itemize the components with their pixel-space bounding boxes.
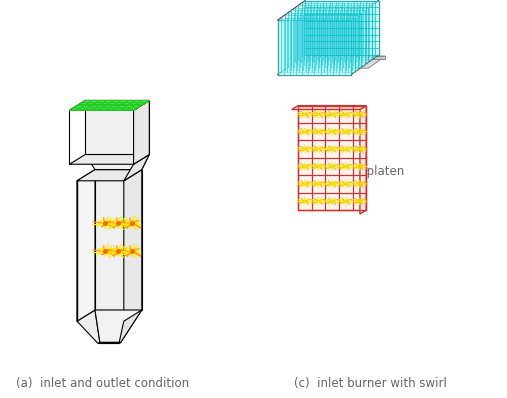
- Polygon shape: [72, 107, 82, 109]
- Polygon shape: [87, 102, 97, 104]
- Polygon shape: [123, 102, 132, 104]
- Polygon shape: [288, 56, 385, 68]
- Polygon shape: [122, 107, 132, 109]
- Polygon shape: [134, 104, 144, 105]
- Polygon shape: [132, 105, 141, 107]
- Polygon shape: [107, 107, 118, 109]
- Polygon shape: [105, 109, 115, 110]
- Polygon shape: [85, 100, 150, 154]
- Polygon shape: [85, 104, 94, 105]
- Polygon shape: [96, 105, 106, 107]
- Polygon shape: [69, 109, 79, 110]
- Polygon shape: [91, 109, 100, 110]
- Polygon shape: [89, 105, 99, 107]
- Polygon shape: [75, 105, 85, 107]
- Polygon shape: [86, 107, 96, 109]
- Polygon shape: [97, 100, 106, 102]
- Polygon shape: [124, 170, 142, 321]
- Polygon shape: [77, 170, 95, 321]
- Polygon shape: [129, 107, 139, 109]
- Polygon shape: [132, 100, 142, 102]
- Polygon shape: [284, 15, 358, 70]
- Polygon shape: [77, 310, 100, 343]
- Polygon shape: [95, 310, 142, 342]
- Polygon shape: [98, 109, 107, 110]
- Polygon shape: [90, 100, 99, 102]
- Polygon shape: [100, 107, 111, 109]
- Polygon shape: [113, 104, 123, 105]
- Polygon shape: [94, 102, 104, 104]
- Polygon shape: [305, 1, 379, 55]
- Polygon shape: [111, 100, 121, 102]
- Text: (c)  inlet burner with swirl: (c) inlet burner with swirl: [294, 377, 447, 390]
- Polygon shape: [84, 109, 93, 110]
- Polygon shape: [118, 100, 128, 102]
- Polygon shape: [360, 105, 366, 214]
- Polygon shape: [93, 107, 103, 109]
- Polygon shape: [108, 102, 118, 104]
- Polygon shape: [83, 100, 92, 102]
- Polygon shape: [292, 105, 366, 109]
- Polygon shape: [125, 100, 135, 102]
- Polygon shape: [127, 104, 137, 105]
- Polygon shape: [295, 8, 368, 62]
- Polygon shape: [98, 342, 121, 343]
- Polygon shape: [85, 154, 150, 170]
- Polygon shape: [101, 102, 111, 104]
- Text: (a)  inlet and outlet condition: (a) inlet and outlet condition: [16, 377, 190, 390]
- Polygon shape: [298, 105, 366, 210]
- Polygon shape: [130, 102, 139, 104]
- Polygon shape: [69, 100, 150, 110]
- Polygon shape: [119, 109, 129, 110]
- Polygon shape: [78, 104, 87, 105]
- Polygon shape: [112, 109, 122, 110]
- Polygon shape: [77, 109, 86, 110]
- Polygon shape: [104, 100, 114, 102]
- Polygon shape: [80, 102, 90, 104]
- Polygon shape: [278, 20, 351, 74]
- Polygon shape: [106, 104, 116, 105]
- Polygon shape: [120, 104, 130, 105]
- Polygon shape: [281, 18, 354, 72]
- Polygon shape: [92, 104, 101, 105]
- Polygon shape: [116, 102, 125, 104]
- Polygon shape: [125, 105, 134, 107]
- Polygon shape: [137, 102, 147, 104]
- Polygon shape: [103, 105, 113, 107]
- Polygon shape: [298, 6, 372, 60]
- Polygon shape: [69, 154, 150, 164]
- Polygon shape: [139, 100, 150, 102]
- Polygon shape: [99, 104, 108, 105]
- Polygon shape: [126, 109, 136, 110]
- Polygon shape: [77, 170, 142, 181]
- Polygon shape: [124, 154, 150, 181]
- Polygon shape: [302, 3, 375, 57]
- Polygon shape: [305, 56, 385, 59]
- Polygon shape: [79, 107, 89, 109]
- Polygon shape: [118, 105, 127, 107]
- Polygon shape: [115, 107, 125, 109]
- Polygon shape: [119, 310, 142, 343]
- Text: (b)  wall platen: (b) wall platen: [315, 165, 405, 178]
- Polygon shape: [133, 100, 150, 164]
- Polygon shape: [288, 13, 361, 67]
- Polygon shape: [95, 170, 142, 310]
- Polygon shape: [292, 10, 365, 65]
- Polygon shape: [82, 105, 92, 107]
- Polygon shape: [111, 105, 120, 107]
